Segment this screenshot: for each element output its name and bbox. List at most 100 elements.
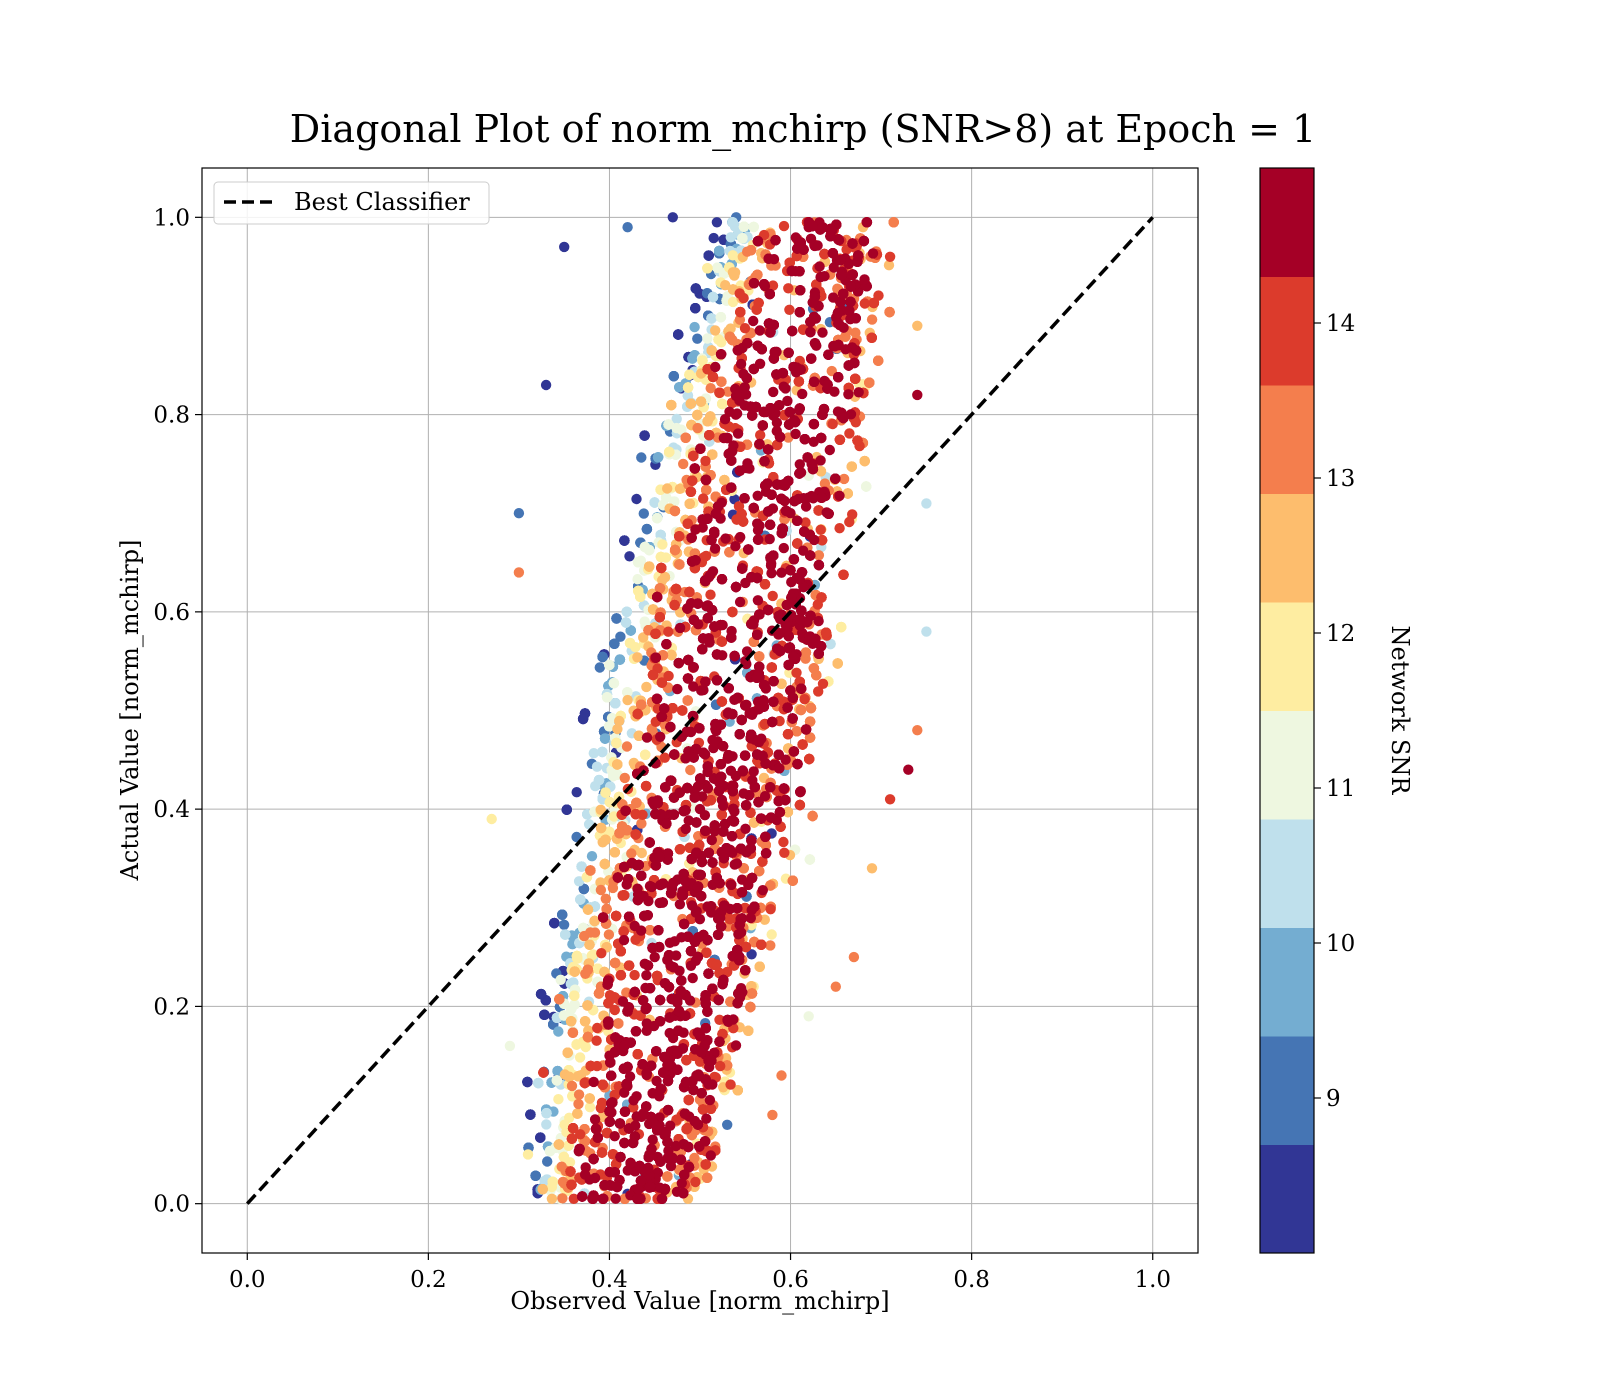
data-point	[800, 647, 812, 658]
data-point	[585, 865, 596, 876]
data-point	[690, 283, 701, 294]
data-point	[670, 583, 682, 595]
data-point	[554, 994, 565, 1005]
data-point	[569, 999, 580, 1010]
data-point	[591, 1060, 603, 1072]
data-point	[546, 1181, 558, 1193]
data-point	[873, 290, 884, 301]
data-point	[685, 764, 696, 776]
data-point	[873, 355, 884, 366]
data-point	[702, 333, 713, 344]
data-point	[866, 863, 878, 874]
data-point	[522, 1149, 534, 1160]
data-point	[921, 626, 932, 637]
data-point	[585, 927, 596, 938]
data-point	[603, 929, 615, 940]
scatter-points	[486, 212, 932, 1205]
data-point	[766, 929, 777, 940]
data-point	[852, 435, 863, 446]
data-point	[569, 966, 580, 977]
data-point	[866, 314, 878, 325]
data-point	[711, 959, 723, 970]
data-point	[717, 398, 728, 410]
data-point	[692, 422, 703, 434]
data-point	[738, 221, 750, 232]
data-point	[600, 834, 611, 845]
data-point	[677, 705, 688, 716]
data-point	[553, 1139, 565, 1150]
data-point	[710, 325, 721, 336]
data-point	[539, 1175, 550, 1187]
data-point	[611, 737, 622, 749]
data-point	[597, 746, 608, 758]
data-point	[739, 323, 751, 334]
data-point	[604, 721, 615, 732]
data-point	[674, 844, 686, 855]
data-point	[591, 1035, 602, 1046]
data-point	[595, 822, 607, 834]
data-point	[647, 669, 659, 681]
data-point	[663, 419, 674, 430]
data-point	[725, 1079, 736, 1090]
data-point	[611, 613, 622, 624]
data-point	[620, 617, 632, 628]
data-point	[576, 861, 587, 872]
data-point	[561, 804, 572, 815]
data-point	[708, 232, 719, 244]
data-point	[669, 505, 681, 517]
data-point	[684, 369, 695, 380]
data-point	[681, 1123, 692, 1135]
data-point	[921, 498, 932, 509]
data-point	[756, 939, 767, 950]
data-point	[738, 292, 749, 304]
data-point	[622, 694, 633, 706]
data-point	[746, 949, 757, 960]
data-point	[669, 544, 681, 556]
data-point	[593, 988, 605, 999]
data-point	[660, 552, 672, 563]
data-point	[804, 854, 816, 865]
data-point	[807, 810, 818, 822]
data-point	[746, 988, 758, 999]
data-point	[629, 969, 640, 981]
data-point	[722, 1119, 733, 1131]
data-point	[659, 572, 671, 583]
data-point	[705, 383, 716, 394]
data-point	[644, 561, 655, 572]
data-point	[805, 702, 817, 714]
data-point	[827, 418, 838, 430]
data-point	[566, 1080, 578, 1092]
data-point	[607, 882, 619, 894]
data-point	[674, 531, 685, 542]
data-point	[586, 851, 598, 862]
data-point	[562, 1047, 573, 1058]
data-point	[619, 535, 630, 546]
data-point	[711, 217, 723, 228]
data-point	[776, 1070, 787, 1081]
data-point	[836, 621, 847, 633]
data-point	[671, 413, 682, 425]
data-point	[701, 1172, 713, 1184]
data-point	[631, 493, 642, 505]
data-point	[560, 929, 571, 940]
data-point	[578, 883, 590, 895]
data-point	[765, 904, 776, 915]
data-point	[599, 733, 611, 744]
data-point	[884, 306, 895, 318]
data-point	[692, 409, 703, 421]
data-point	[912, 320, 923, 331]
data-point	[641, 681, 652, 693]
data-point	[673, 329, 684, 340]
data-point	[866, 332, 877, 343]
data-point	[783, 283, 794, 294]
data-point	[779, 847, 790, 858]
data-point	[632, 574, 643, 585]
data-point	[571, 787, 582, 798]
data-point	[754, 961, 765, 972]
data-point	[707, 291, 719, 303]
data-point	[614, 715, 625, 727]
data-point	[565, 1016, 577, 1027]
data-point	[640, 780, 652, 792]
data-point	[737, 233, 748, 244]
data-point	[884, 251, 896, 262]
